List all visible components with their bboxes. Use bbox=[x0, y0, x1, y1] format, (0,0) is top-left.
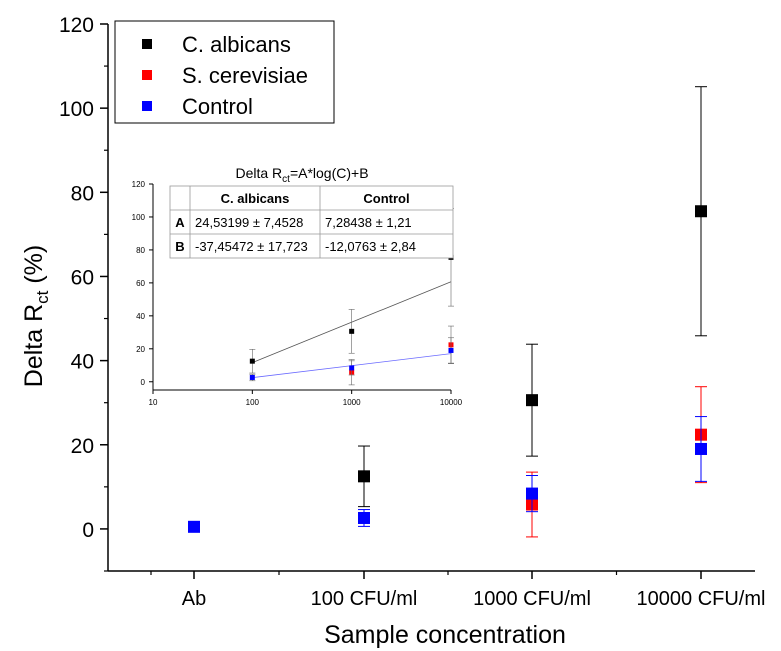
y-ticks: 0 20 40 60 80 100 120 bbox=[59, 14, 108, 572]
main-data-marks bbox=[188, 86, 707, 538]
inset-y-tick-label: 40 bbox=[136, 312, 145, 321]
y-tick-label: 100 bbox=[59, 98, 94, 121]
inset-x-tick-label: 10000 bbox=[440, 398, 463, 407]
legend-label-s-cerevisiae: S. cerevisiae bbox=[182, 63, 308, 88]
c-albicans-point bbox=[526, 394, 538, 407]
fit-parameter-table: C. albicans Control A 24,53199 ± 7,4528 7,28… bbox=[169, 185, 454, 259]
control-point bbox=[695, 442, 707, 455]
inset-y-tick-label: 80 bbox=[136, 246, 145, 255]
inset-data-marks bbox=[249, 208, 454, 386]
control-point bbox=[526, 487, 538, 500]
control-point bbox=[188, 520, 200, 533]
y-tick-label: 0 bbox=[82, 519, 94, 542]
y-tick-label: 40 bbox=[71, 351, 94, 374]
legend-swatch-c-albicans bbox=[142, 39, 152, 49]
y-axis-label-main: Delta R bbox=[20, 304, 48, 387]
legend: C. albicans S. cerevisiae Control bbox=[114, 20, 335, 124]
x-axis-label: Sample concentration bbox=[324, 621, 566, 649]
inset-title-subscript: ct bbox=[282, 174, 290, 185]
legend-swatch-s-cerevisiae bbox=[142, 70, 152, 80]
inset-y-ticks: 0 20 40 60 80 100 120 bbox=[132, 180, 153, 387]
table-row-label: B bbox=[175, 239, 184, 254]
x-tick-label: 10000 CFU/ml bbox=[637, 588, 766, 610]
inset-x-tick-label: 1000 bbox=[343, 398, 361, 407]
c-albicans-inset-point bbox=[349, 328, 355, 334]
x-tick-label: 1000 CFU/ml bbox=[473, 588, 591, 610]
control-point bbox=[358, 511, 370, 524]
table-row-label: A bbox=[175, 215, 185, 230]
inset-title-main: Delta R bbox=[235, 165, 282, 181]
y-axis-label-unit: (%) bbox=[20, 245, 48, 291]
table-header-cell: Control bbox=[363, 191, 409, 206]
inset-title: Delta Rct=A*log(C)+B bbox=[235, 165, 368, 185]
inset-x-ticks: 10 100 1000 10000 bbox=[149, 390, 463, 407]
legend-items: C. albicans S. cerevisiae Control bbox=[142, 32, 308, 119]
y-axis-label: Delta Rct (%) bbox=[20, 245, 52, 387]
y-axis-label-subscript: ct bbox=[33, 290, 52, 304]
table-frame bbox=[169, 185, 454, 259]
y-tick-label: 60 bbox=[71, 266, 94, 289]
c-albicans-inset-point bbox=[249, 358, 255, 364]
control-inset-point bbox=[448, 347, 454, 353]
x-tick-label: Ab bbox=[182, 588, 206, 610]
legend-swatch-control bbox=[142, 101, 152, 111]
y-tick-label: 20 bbox=[71, 435, 94, 458]
table-cell: -37,45472 ± 17,723 bbox=[195, 239, 308, 254]
x-tick-label: 100 CFU/ml bbox=[311, 588, 418, 610]
y-tick-label: 80 bbox=[71, 182, 94, 205]
control-inset-point bbox=[249, 374, 255, 380]
table-cell: -12,0763 ± 2,84 bbox=[325, 239, 416, 254]
inset-title-rest: =A*log(C)+B bbox=[290, 165, 369, 181]
c-albicans-point bbox=[358, 470, 370, 483]
table-header-cell: C. albicans bbox=[221, 191, 290, 206]
inset-x-tick-label: 10 bbox=[149, 398, 158, 407]
inset-x-tick-label: 100 bbox=[246, 398, 260, 407]
x-ticks: Ab 100 CFU/ml 1000 CFU/ml 10000 CFU/ml bbox=[150, 571, 766, 610]
table-cell: 7,28438 ± 1,21 bbox=[325, 215, 412, 230]
inset-y-tick-label: 20 bbox=[136, 345, 145, 354]
legend-label-c-albicans: C. albicans bbox=[182, 32, 291, 57]
inset-y-tick-label: 100 bbox=[132, 213, 146, 222]
table-cell: 24,53199 ± 7,4528 bbox=[195, 215, 303, 230]
control-inset-point bbox=[349, 365, 355, 371]
inset-y-tick-label: 0 bbox=[141, 378, 146, 387]
y-tick-label: 120 bbox=[59, 14, 94, 37]
inset-y-tick-label: 120 bbox=[132, 180, 146, 189]
c-albicans-point bbox=[695, 205, 707, 218]
legend-label-control: Control bbox=[182, 94, 253, 119]
inset-y-tick-label: 60 bbox=[136, 279, 145, 288]
